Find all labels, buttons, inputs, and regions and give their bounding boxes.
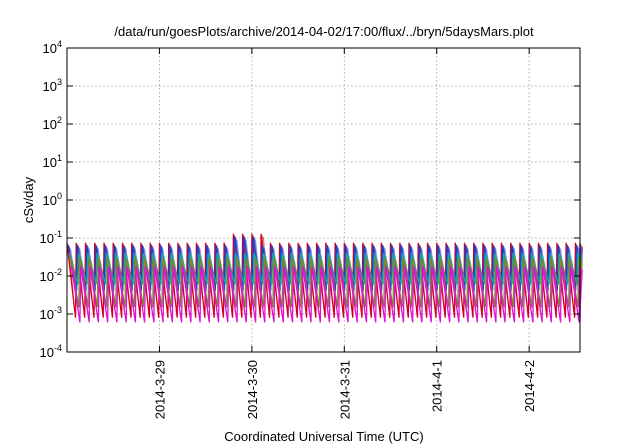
- series-band-red: [85, 242, 94, 318]
- series-band-magenta: [182, 266, 191, 323]
- series-band-magenta: [80, 266, 90, 323]
- series-band-magenta: [173, 266, 182, 323]
- series-band-magenta: [367, 266, 376, 323]
- series-band-magenta: [247, 266, 256, 323]
- series-band-magenta: [580, 266, 583, 323]
- series-band-magenta: [376, 266, 385, 323]
- series-band-magenta: [561, 266, 570, 323]
- y-tick-label: 10-4: [40, 343, 62, 360]
- axis-ticks: 10-4 10-3 10-2 10-1 100 101 102 103 104 2014-3-29…: [40, 39, 580, 419]
- series-band-magenta: [302, 266, 311, 323]
- series-band-magenta: [228, 266, 238, 323]
- series-band-magenta: [145, 266, 154, 323]
- series-band-magenta: [210, 266, 219, 323]
- series-band-magenta: [265, 266, 274, 323]
- series-band-magenta: [219, 266, 228, 323]
- series-band-magenta: [413, 266, 422, 323]
- series-band-magenta: [89, 266, 99, 323]
- series-band-magenta: [200, 266, 210, 323]
- series-group: [66, 233, 583, 323]
- series-band-magenta: [468, 266, 478, 323]
- series-band-magenta: [524, 266, 533, 323]
- y-tick-label: 102: [43, 115, 62, 132]
- series-band-magenta: [330, 266, 339, 323]
- series-band-magenta: [274, 266, 284, 323]
- series-band-magenta: [108, 266, 117, 323]
- series-band-magenta: [284, 266, 293, 323]
- y-tick-label: 100: [43, 191, 62, 208]
- x-tick-label: 2014-3-30: [245, 360, 260, 419]
- chart-title: /data/run/goesPlots/archive/2014-04-02/1…: [114, 24, 534, 39]
- y-tick-label: 10-2: [40, 267, 62, 284]
- series-band-magenta: [321, 266, 330, 323]
- y-axis-label: cSv/day: [21, 176, 36, 223]
- series-band-red: [566, 242, 575, 318]
- y-tick-label: 101: [43, 153, 62, 170]
- series-band-magenta: [459, 266, 469, 323]
- series-band-magenta: [505, 266, 515, 323]
- series-band-magenta: [515, 266, 524, 323]
- series-band-magenta: [533, 266, 543, 323]
- series-band-magenta: [450, 266, 459, 323]
- x-axis-label: Coordinated Universal Time (UTC): [224, 429, 423, 444]
- series-band-red: [556, 242, 566, 318]
- series-band-red: [538, 242, 547, 318]
- series-band-magenta: [487, 266, 496, 323]
- series-band-magenta: [348, 266, 358, 323]
- series-band-magenta: [385, 266, 395, 323]
- series-band-red: [94, 242, 104, 318]
- series-band-magenta: [163, 266, 173, 323]
- x-tick-label: 2014-3-31: [337, 360, 352, 419]
- series-band-magenta: [570, 266, 580, 323]
- series-band-magenta: [191, 266, 201, 323]
- y-tick-label: 103: [43, 77, 62, 94]
- series-band-magenta: [478, 266, 487, 323]
- series-band-red: [519, 242, 529, 318]
- series-band-red: [104, 242, 113, 318]
- series-band-magenta: [358, 266, 367, 323]
- y-tick-label: 10-1: [40, 229, 62, 246]
- series-band-magenta: [496, 266, 506, 323]
- x-tick-label: 2014-3-29: [152, 360, 167, 419]
- series-band-magenta: [441, 266, 450, 323]
- series-band-magenta: [293, 266, 302, 323]
- series-band-magenta: [154, 266, 164, 323]
- x-tick-label: 2014-4-1: [430, 360, 445, 412]
- series-band-magenta: [339, 266, 348, 323]
- series-band-magenta: [126, 266, 136, 323]
- series-band-red: [205, 242, 215, 318]
- y-tick-label: 104: [43, 39, 62, 56]
- series-band-magenta: [404, 266, 413, 323]
- series-band-magenta: [237, 266, 247, 323]
- series-band-red: [76, 242, 85, 318]
- series-band-red: [113, 242, 122, 318]
- series-band-magenta: [256, 266, 265, 323]
- series-band-magenta: [552, 266, 561, 323]
- series-band-magenta: [117, 266, 127, 323]
- series-band-magenta: [136, 266, 145, 323]
- series-band-magenta: [542, 266, 552, 323]
- series-band-magenta: [71, 266, 80, 323]
- series-band-red: [529, 242, 538, 318]
- series-band-magenta: [99, 266, 108, 323]
- series-band-magenta: [311, 266, 321, 323]
- series-band-magenta: [431, 266, 441, 323]
- series-band-magenta: [395, 266, 404, 323]
- y-tick-label: 10-3: [40, 305, 62, 322]
- x-tick-label: 2014-4-2: [522, 360, 537, 412]
- series-band-red: [67, 242, 76, 318]
- series-band-magenta: [422, 266, 432, 323]
